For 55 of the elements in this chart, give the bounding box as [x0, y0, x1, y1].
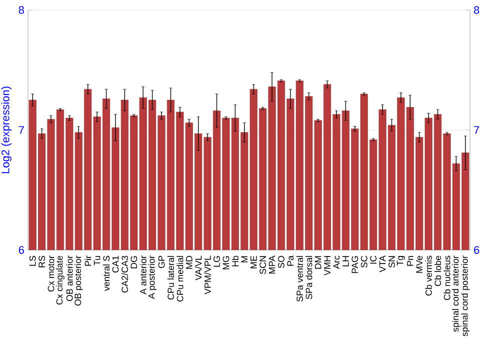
- x-tick-label: VMH: [324, 256, 330, 276]
- x-tick-label: Cb lobe: [434, 256, 442, 286]
- x-tick-label: DM: [314, 256, 322, 269]
- x-tick-label: Hb: [232, 256, 238, 266]
- x-tick-label: MVe: [416, 256, 422, 273]
- x-tick-label: Cx cingulate: [56, 256, 64, 305]
- y2-tick-label: 6: [474, 246, 480, 254]
- x-tick-label: GP: [158, 256, 165, 268]
- x-tick-label: PAG: [352, 256, 358, 274]
- x-tick-label: IC: [370, 256, 376, 264]
- x-tick-label: DG: [130, 256, 138, 268]
- y-axis-title: Log2 (expression): [1, 86, 12, 174]
- x-tick-label: Tu: [94, 256, 100, 266]
- x-tick-label: Pn: [407, 256, 414, 266]
- x-tick-label: OB posterior: [74, 256, 83, 306]
- x-tick-label: MD: [186, 256, 192, 269]
- x-tick-label: Cb nucleus: [444, 256, 450, 300]
- x-tick-label: VPM/VPL: [204, 256, 211, 294]
- x-tick-label: SPa dorsal: [306, 256, 312, 300]
- x-tick-label: Pir: [84, 256, 92, 266]
- x-tick-label: LH: [342, 256, 349, 266]
- x-tick-label: CPu medial: [176, 256, 184, 302]
- x-tick-label: CPu lateral: [167, 256, 174, 300]
- x-tick-label: SO: [278, 256, 284, 268]
- x-tick-label: Tg: [396, 256, 405, 266]
- y-tick-label: 7: [18, 126, 24, 134]
- x-tick-label: spinal cord posterior: [461, 256, 470, 336]
- x-tick-label: MG: [222, 256, 230, 270]
- x-tick-label: SC: [360, 256, 368, 268]
- x-tick-label: A anterior: [140, 256, 146, 294]
- x-tick-label: Cx motor: [48, 256, 54, 292]
- y-tick-label: 6: [18, 246, 24, 254]
- x-tick-label: M: [241, 256, 248, 262]
- x-tick-label: OB anterior: [66, 256, 73, 302]
- x-tick-label: RS: [38, 256, 46, 268]
- y2-tick-label: 8: [474, 6, 480, 14]
- x-tick-label: VTA: [379, 255, 386, 272]
- x-tick-label: Arc: [333, 256, 340, 269]
- y2-tick-label: 7: [474, 126, 480, 134]
- y-tick-label: 8: [18, 6, 24, 14]
- x-tick-label: ventral S: [102, 256, 110, 291]
- x-tick-label: Cb vermis: [425, 256, 432, 296]
- x-tick-label: SCN: [260, 256, 266, 274]
- x-tick-label: MPA: [268, 255, 276, 274]
- x-tick-label: LS: [29, 256, 36, 266]
- x-tick-label: VA/VL: [195, 256, 202, 280]
- x-tick-label: SPa ventral: [296, 256, 303, 302]
- x-tick-label: LG: [214, 256, 220, 267]
- x-tick-label: CA2/CA3: [121, 256, 128, 293]
- x-tick-label: A posterior: [148, 256, 157, 299]
- x-tick-label: CA1: [112, 256, 119, 273]
- x-tick-label: ME: [250, 256, 257, 268]
- x-tick-label: spinal cord anterior: [452, 256, 460, 332]
- x-tick-label: SN: [388, 256, 395, 268]
- x-tick-label: Pa: [287, 255, 294, 266]
